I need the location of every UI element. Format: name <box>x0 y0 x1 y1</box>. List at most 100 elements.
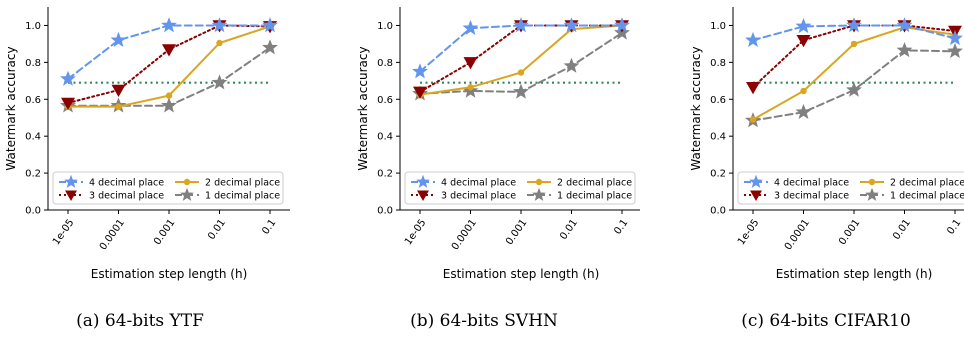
chart-panel-1: 0.0 0.2 0.4 0.6 0.8 1.0 Watermark accuracy 1e-0… <box>356 7 640 331</box>
y-tick-label: 1.0 <box>377 21 393 32</box>
data-point <box>896 42 913 58</box>
x-tick-label: 0.1 <box>945 217 963 236</box>
data-point <box>563 57 580 73</box>
legend: 4 decimal place 3 decimal place 2 decimal … <box>737 171 964 205</box>
legend-marker <box>749 174 763 188</box>
legend-label: 2 decimal place <box>205 178 280 189</box>
y-tick-label: 0.8 <box>377 58 393 69</box>
legend-item-2: 2 decimal place <box>175 178 280 189</box>
y-tick-label: 0.6 <box>710 95 726 106</box>
y-axis-label: Watermark accuracy <box>689 46 703 170</box>
data-point <box>412 63 428 79</box>
chart-panel-0: 0.0 0.2 0.4 0.6 0.8 1.0 Watermark accuracy 1e-0… <box>4 7 290 331</box>
legend-label: 1 decimal place <box>890 191 964 202</box>
data-point <box>745 31 761 47</box>
legend-item-3: 1 decimal place <box>860 187 964 202</box>
y-tick-label: 1.0 <box>710 21 726 32</box>
legend-item-3: 1 decimal place <box>175 187 280 202</box>
x-tick-label: 0.001 <box>152 217 177 247</box>
y-tick-label: 0.6 <box>377 95 393 106</box>
data-point <box>262 17 278 33</box>
data-point <box>60 70 76 86</box>
data-point <box>61 97 75 110</box>
data-point <box>563 17 580 33</box>
legend-marker <box>65 190 77 201</box>
figure-caption: (c) 64-bits CIFAR10 <box>741 311 911 331</box>
x-tick-label: 0.0001 <box>98 217 127 252</box>
data-point <box>513 83 529 99</box>
legend: 4 decimal place 3 decimal place 2 decimal … <box>404 171 636 205</box>
legend-item-1: 3 decimal place <box>744 191 849 202</box>
legend-marker <box>532 187 546 201</box>
y-tick-label: 0.0 <box>377 206 393 217</box>
legend-box <box>52 171 284 205</box>
x-tick-label: 0.001 <box>837 217 862 247</box>
chart-panel-2: 0.0 0.2 0.4 0.6 0.8 1.0 Watermark accuracy 1e-0… <box>689 7 964 331</box>
data-point <box>462 19 479 35</box>
data-point <box>211 17 228 33</box>
legend-marker <box>183 178 191 186</box>
y-tick-label: 0.6 <box>25 95 41 106</box>
legend-label: 4 decimal place <box>89 178 164 189</box>
legend-box <box>737 171 964 205</box>
y-tick-label: 0.8 <box>710 58 726 69</box>
data-point <box>749 116 757 123</box>
data-point <box>463 57 478 70</box>
series-line <box>752 24 956 89</box>
data-point <box>110 31 127 47</box>
data-point <box>947 42 963 59</box>
legend-label: 1 decimal place <box>557 191 632 202</box>
y-tick-label: 0.4 <box>377 132 393 143</box>
series-2 <box>749 24 959 123</box>
data-point <box>211 74 228 90</box>
legend-item-1: 3 decimal place <box>59 191 164 202</box>
data-point <box>846 17 862 33</box>
legend-label: 3 decimal place <box>89 191 164 202</box>
x-tick-label: 0.0001 <box>783 217 812 252</box>
x-tick-label: 0.01 <box>558 217 580 242</box>
data-point <box>413 86 427 99</box>
x-tick-label: 1e-05 <box>403 217 429 247</box>
legend-item-3: 1 decimal place <box>527 187 632 202</box>
y-tick-label: 0.0 <box>25 206 41 217</box>
legend-marker <box>417 190 429 201</box>
legend-item-2: 2 decimal place <box>527 178 632 189</box>
data-point <box>161 97 177 113</box>
series-0 <box>60 17 278 86</box>
y-tick-label: 0.2 <box>25 169 41 180</box>
data-point <box>111 84 126 98</box>
data-point <box>795 18 812 34</box>
data-point <box>746 82 760 95</box>
x-tick-label: 0.001 <box>504 217 529 247</box>
legend-marker <box>180 187 194 201</box>
data-point <box>796 34 811 48</box>
data-point <box>850 40 858 48</box>
data-point <box>216 39 223 47</box>
legend-marker <box>535 178 543 186</box>
legend-marker <box>416 174 430 188</box>
figure-caption: (b) 64-bits SVHN <box>410 311 558 331</box>
series-0 <box>412 17 630 79</box>
legend-label: 4 decimal place <box>774 178 849 189</box>
x-axis-label: Estimation step length (h) <box>776 267 933 281</box>
legend-item-0: 4 decimal place <box>411 174 516 189</box>
legend-item-0: 4 decimal place <box>59 174 164 189</box>
legend-item-2: 2 decimal place <box>860 178 964 189</box>
data-point <box>795 103 812 119</box>
legend-label: 2 decimal place <box>557 178 632 189</box>
data-point <box>467 84 474 91</box>
y-axis-label: Watermark accuracy <box>4 46 18 170</box>
data-point <box>614 17 630 33</box>
data-point <box>800 87 807 95</box>
data-point <box>517 69 525 76</box>
legend-label: 3 decimal place <box>441 191 516 202</box>
legend-marker <box>64 174 78 188</box>
y-tick-label: 0.4 <box>710 132 726 143</box>
series-3 <box>745 42 963 128</box>
data-point <box>947 30 963 46</box>
y-tick-label: 0.2 <box>377 169 393 180</box>
legend-item-1: 3 decimal place <box>411 191 516 202</box>
figure-caption: (a) 64-bits YTF <box>76 311 204 331</box>
x-tick-label: 0.01 <box>206 217 228 242</box>
